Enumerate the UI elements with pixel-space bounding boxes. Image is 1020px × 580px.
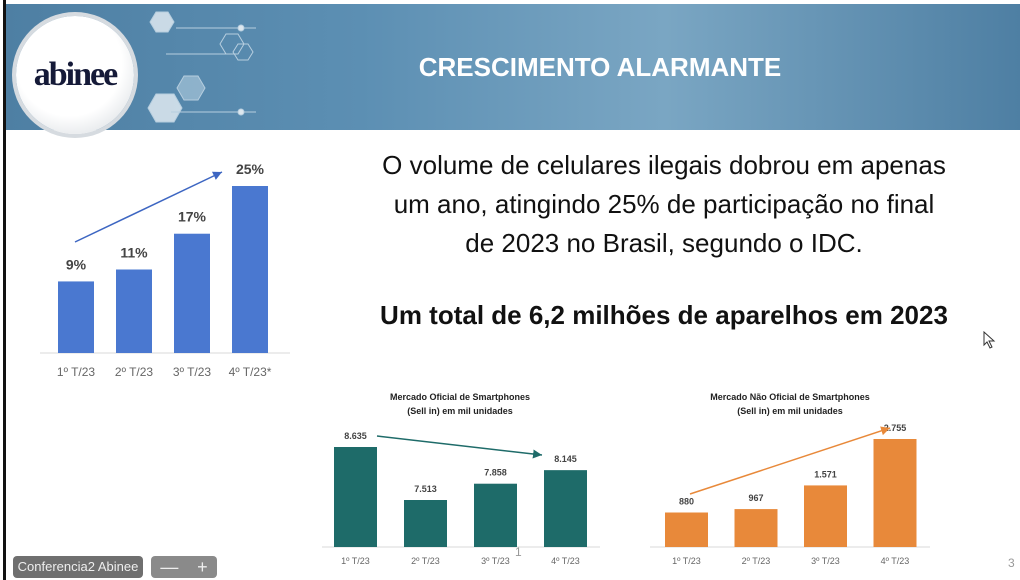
body-paragraph: O volume de celulares ilegais dobrou em … [340, 146, 988, 263]
data-label: 8.635 [344, 431, 367, 441]
window-border [3, 0, 6, 580]
bar [873, 439, 917, 547]
mouse-cursor-icon [983, 331, 996, 349]
page-number: 3 [1008, 556, 1015, 570]
trend-arrow [689, 426, 891, 495]
hexagon-decoration [147, 11, 256, 123]
data-label: 2.755 [884, 423, 907, 433]
tick-label: 1º T/23 [57, 365, 96, 379]
tick-label: 4º T/23* [229, 365, 272, 379]
bar [334, 447, 377, 547]
tick-label: 3º T/23 [481, 556, 510, 566]
bar [174, 233, 210, 353]
tick-label: 3º T/23 [173, 365, 212, 379]
zoom-in-button[interactable]: + [197, 556, 208, 577]
trend-arrow [74, 171, 223, 243]
data-label: 17% [178, 209, 207, 225]
chart-title: Mercado Não Oficial de Smartphones [710, 392, 870, 402]
chart-title: Mercado Oficial de Smartphones [390, 392, 530, 402]
tick-label: 2º T/23 [115, 365, 154, 379]
bar [804, 485, 847, 547]
data-label: 880 [679, 497, 694, 507]
logo-text: abinee [33, 56, 118, 93]
data-label: 967 [748, 493, 763, 503]
chart-subtitle: (Sell in) em mil unidades [737, 406, 843, 416]
body-line: de 2023 no Brasil, segundo o IDC. [465, 228, 863, 258]
tick-label: 3º T/23 [811, 556, 840, 566]
tick-label: 4º T/23 [551, 556, 580, 566]
abinee-logo: abinee [16, 16, 134, 134]
tick-label: 2º T/23 [742, 556, 771, 566]
meeting-name-badge[interactable]: Conferencia2 Abinee [13, 556, 143, 578]
bar [544, 470, 587, 547]
tick-label: 2º T/23 [411, 556, 440, 566]
bar [58, 281, 94, 353]
highlight-text: Um total de 6,2 milhões de aparelhos em … [380, 300, 948, 330]
bar [665, 512, 708, 547]
data-label: 7.858 [484, 468, 507, 478]
zoom-controls: — + [151, 556, 217, 578]
chart-subtitle: (Sell in) em mil unidades [407, 406, 513, 416]
chart-0: 9% 1º T/23 11% 2º T/23 17% 3º T/23 25% 4º T/23* [40, 161, 290, 379]
body-line: um ano, atingindo 25% de participação no… [393, 189, 935, 219]
tick-label: 4º T/23 [881, 556, 910, 566]
bar [404, 499, 447, 547]
body-line: O volume de celulares ilegais dobrou em … [382, 150, 946, 180]
data-label: 11% [120, 245, 148, 261]
chart-1: Mercado Oficial de Smartphones (Sell in) … [322, 392, 600, 566]
zoom-out-button[interactable]: — [160, 556, 179, 577]
bar [232, 186, 268, 353]
trend-arrow [376, 435, 543, 459]
data-label: 8.145 [554, 454, 577, 464]
tick-label: 1º T/23 [341, 556, 370, 566]
bar [116, 269, 152, 353]
bar [474, 483, 517, 547]
tick-label: 1º T/23 [672, 556, 701, 566]
bar [734, 509, 778, 547]
data-label: 1.571 [814, 469, 837, 479]
chart-2: Mercado Não Oficial de Smartphones (Sell … [650, 392, 930, 566]
data-label: 7.513 [414, 484, 437, 494]
data-label: 9% [66, 256, 87, 272]
page-marker: 1 [515, 545, 522, 559]
slide-title: CRESCIMENTO ALARMANTE [418, 52, 782, 82]
data-label: 25% [236, 161, 265, 177]
